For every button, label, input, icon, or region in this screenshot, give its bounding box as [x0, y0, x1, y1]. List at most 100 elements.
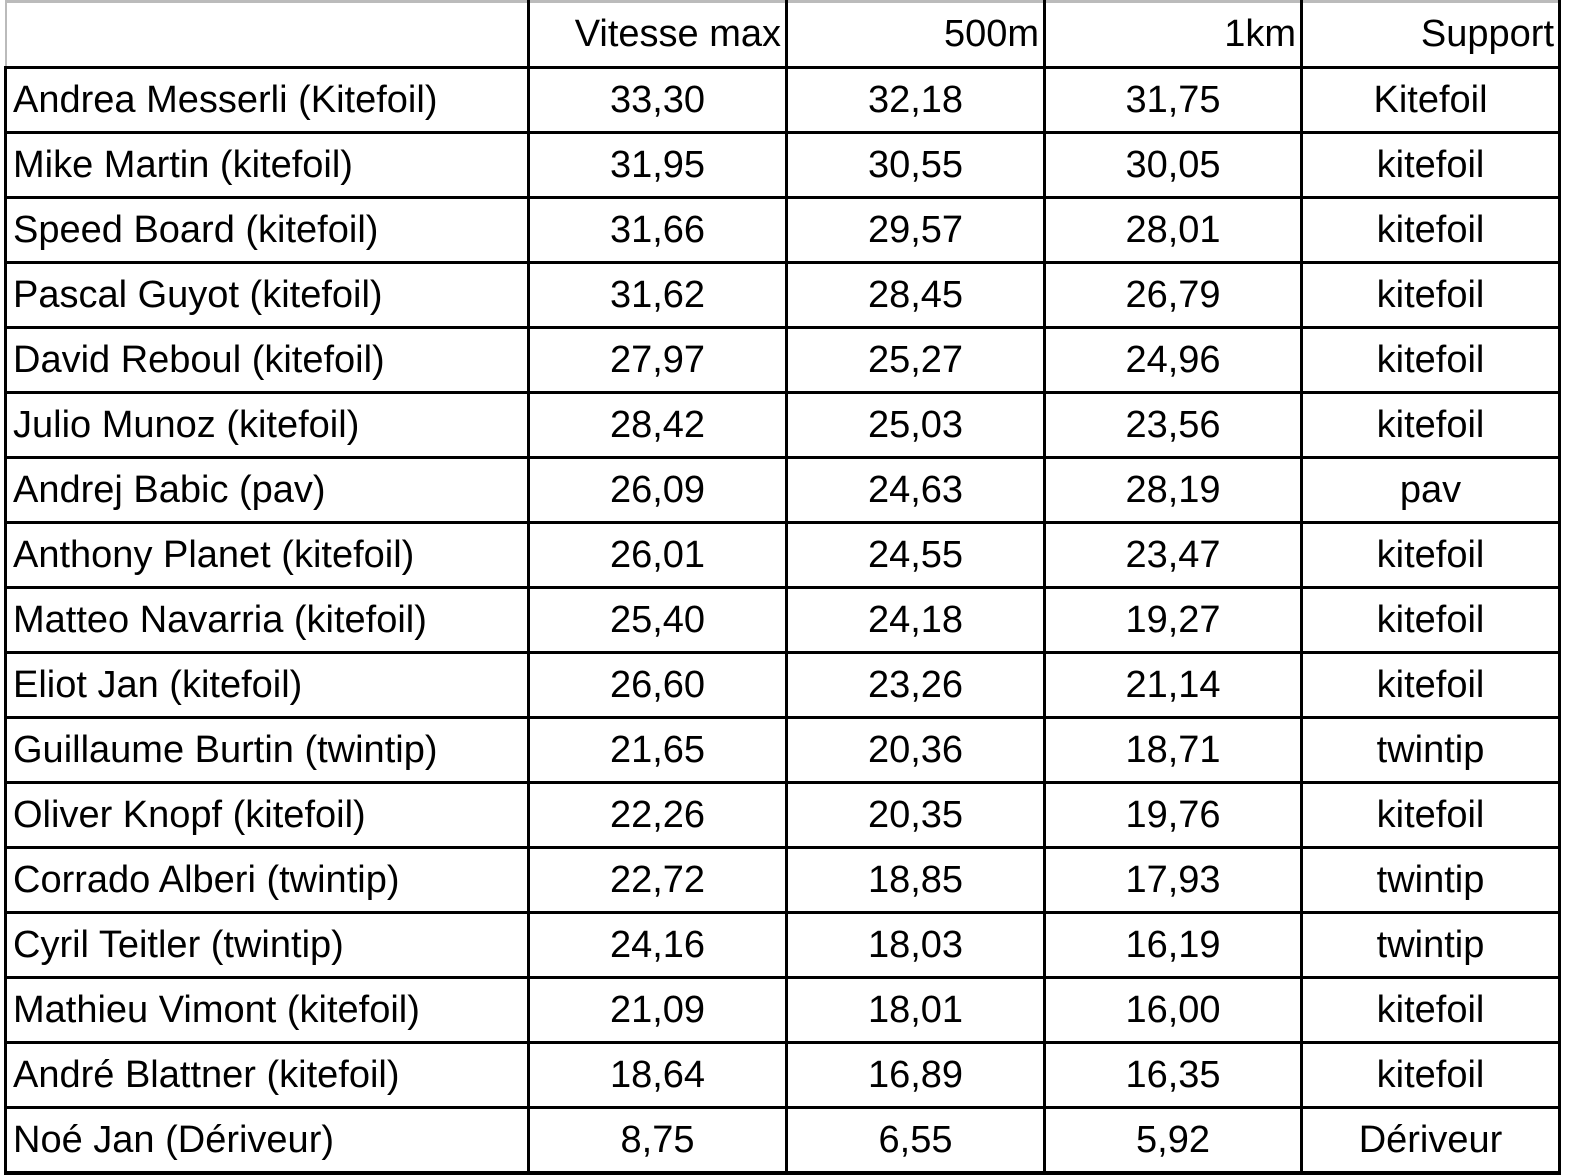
- 500m-cell: 25,03: [785, 391, 1046, 459]
- support-cell: twintip: [1300, 846, 1561, 914]
- rider-name-cell: David Reboul (kitefoil): [4, 326, 530, 394]
- support-cell: pav: [1300, 456, 1561, 524]
- vitesse-max-cell: 25,40: [527, 586, 788, 654]
- table-row: Mathieu Vimont (kitefoil) 21,09 18,01 16,00…: [4, 976, 1561, 1044]
- vitesse-max-cell: 31,95: [527, 131, 788, 199]
- vitesse-max-cell: 33,30: [527, 66, 788, 134]
- 500m-cell: 23,26: [785, 651, 1046, 719]
- support-cell: kitefoil: [1300, 196, 1561, 264]
- vitesse-max-cell: 18,64: [527, 1041, 788, 1109]
- vitesse-max-cell: 22,72: [527, 846, 788, 914]
- vitesse-max-cell: 21,65: [527, 716, 788, 784]
- table-row: Eliot Jan (kitefoil) 26,60 23,26 21,14 kitef…: [4, 651, 1561, 719]
- 1km-cell: 24,96: [1043, 326, 1303, 394]
- 1km-cell: 23,47: [1043, 521, 1303, 589]
- table-row: Pascal Guyot (kitefoil) 31,62 28,45 26,79 ki…: [4, 261, 1561, 329]
- rider-name-cell: Julio Munoz (kitefoil): [4, 391, 530, 459]
- header-vitesse-max: Vitesse max: [527, 0, 788, 69]
- vitesse-max-cell: 22,26: [527, 781, 788, 849]
- 500m-cell: 28,45: [785, 261, 1046, 329]
- support-cell: kitefoil: [1300, 651, 1561, 719]
- vitesse-max-cell: 27,97: [527, 326, 788, 394]
- header-500m: 500m: [785, 0, 1046, 69]
- rider-name-cell: Matteo Navarria (kitefoil): [4, 586, 530, 654]
- vitesse-max-cell: 24,16: [527, 911, 788, 979]
- rider-name-cell: Guillaume Burtin (twintip): [4, 716, 530, 784]
- 500m-cell: 29,57: [785, 196, 1046, 264]
- 1km-cell: 16,35: [1043, 1041, 1303, 1109]
- 1km-cell: 28,19: [1043, 456, 1303, 524]
- 1km-cell: 5,92: [1043, 1106, 1303, 1175]
- support-cell: twintip: [1300, 716, 1561, 784]
- support-cell: kitefoil: [1300, 976, 1561, 1044]
- support-cell: twintip: [1300, 911, 1561, 979]
- table-row: Noé Jan (Dériveur) 8,75 6,55 5,92 Dériveur: [4, 1106, 1561, 1175]
- 500m-cell: 32,18: [785, 66, 1046, 134]
- support-cell: Dériveur: [1300, 1106, 1561, 1175]
- header-name: [4, 0, 530, 69]
- vitesse-max-cell: 8,75: [527, 1106, 788, 1175]
- rider-name-cell: Anthony Planet (kitefoil): [4, 521, 530, 589]
- 500m-cell: 18,03: [785, 911, 1046, 979]
- 500m-cell: 24,55: [785, 521, 1046, 589]
- support-cell: kitefoil: [1300, 326, 1561, 394]
- 500m-cell: 20,35: [785, 781, 1046, 849]
- 500m-cell: 6,55: [785, 1106, 1046, 1175]
- header-1km: 1km: [1043, 0, 1303, 69]
- 500m-cell: 30,55: [785, 131, 1046, 199]
- 1km-cell: 31,75: [1043, 66, 1303, 134]
- table-row: Speed Board (kitefoil) 31,66 29,57 28,01 kit…: [4, 196, 1561, 264]
- 1km-cell: 23,56: [1043, 391, 1303, 459]
- table-row: Cyril Teitler (twintip) 24,16 18,03 16,19 tw…: [4, 911, 1561, 979]
- 500m-cell: 25,27: [785, 326, 1046, 394]
- rider-name-cell: André Blattner (kitefoil): [4, 1041, 530, 1109]
- rider-name-cell: Andrea Messerli (Kitefoil): [4, 66, 530, 134]
- header-row: Vitesse max 500m 1km Support: [4, 0, 1561, 69]
- 1km-cell: 26,79: [1043, 261, 1303, 329]
- table-row: Guillaume Burtin (twintip) 21,65 20,36 18,7…: [4, 716, 1561, 784]
- vitesse-max-cell: 26,60: [527, 651, 788, 719]
- 1km-cell: 19,27: [1043, 586, 1303, 654]
- vitesse-max-cell: 26,09: [527, 456, 788, 524]
- rider-name-cell: Oliver Knopf (kitefoil): [4, 781, 530, 849]
- rider-name-cell: Mathieu Vimont (kitefoil): [4, 976, 530, 1044]
- vitesse-max-cell: 31,66: [527, 196, 788, 264]
- support-cell: kitefoil: [1300, 521, 1561, 589]
- rider-name-cell: Cyril Teitler (twintip): [4, 911, 530, 979]
- table-row: André Blattner (kitefoil) 18,64 16,89 16,35…: [4, 1041, 1561, 1109]
- table-row: David Reboul (kitefoil) 27,97 25,27 24,96 ki…: [4, 326, 1561, 394]
- support-cell: kitefoil: [1300, 261, 1561, 329]
- support-cell: Kitefoil: [1300, 66, 1561, 134]
- rider-name-cell: Andrej Babic (pav): [4, 456, 530, 524]
- vitesse-max-cell: 21,09: [527, 976, 788, 1044]
- 1km-cell: 17,93: [1043, 846, 1303, 914]
- 1km-cell: 19,76: [1043, 781, 1303, 849]
- 500m-cell: 24,63: [785, 456, 1046, 524]
- rider-name-cell: Eliot Jan (kitefoil): [4, 651, 530, 719]
- table-row: Corrado Alberi (twintip) 22,72 18,85 17,93 t…: [4, 846, 1561, 914]
- table-row: Oliver Knopf (kitefoil) 22,26 20,35 19,76 ki…: [4, 781, 1561, 849]
- table-row: Anthony Planet (kitefoil) 26,01 24,55 23,47…: [4, 521, 1561, 589]
- vitesse-max-cell: 28,42: [527, 391, 788, 459]
- vitesse-max-cell: 26,01: [527, 521, 788, 589]
- header-support: Support: [1300, 0, 1561, 69]
- 1km-cell: 16,19: [1043, 911, 1303, 979]
- 500m-cell: 24,18: [785, 586, 1046, 654]
- vitesse-max-cell: 31,62: [527, 261, 788, 329]
- 500m-cell: 20,36: [785, 716, 1046, 784]
- support-cell: kitefoil: [1300, 1041, 1561, 1109]
- support-cell: kitefoil: [1300, 131, 1561, 199]
- 1km-cell: 28,01: [1043, 196, 1303, 264]
- rider-name-cell: Noé Jan (Dériveur): [4, 1106, 530, 1175]
- table-row: Andrej Babic (pav) 26,09 24,63 28,19 pav: [4, 456, 1561, 524]
- rider-name-cell: Corrado Alberi (twintip): [4, 846, 530, 914]
- support-cell: kitefoil: [1300, 781, 1561, 849]
- table-row: Matteo Navarria (kitefoil) 25,40 24,18 19,2…: [4, 586, 1561, 654]
- results-table: Vitesse max 500m 1km Support Andrea Mess…: [4, 0, 1561, 1175]
- 500m-cell: 18,85: [785, 846, 1046, 914]
- 1km-cell: 18,71: [1043, 716, 1303, 784]
- 500m-cell: 18,01: [785, 976, 1046, 1044]
- 500m-cell: 16,89: [785, 1041, 1046, 1109]
- support-cell: kitefoil: [1300, 391, 1561, 459]
- table-row: Julio Munoz (kitefoil) 28,42 25,03 23,56 kit…: [4, 391, 1561, 459]
